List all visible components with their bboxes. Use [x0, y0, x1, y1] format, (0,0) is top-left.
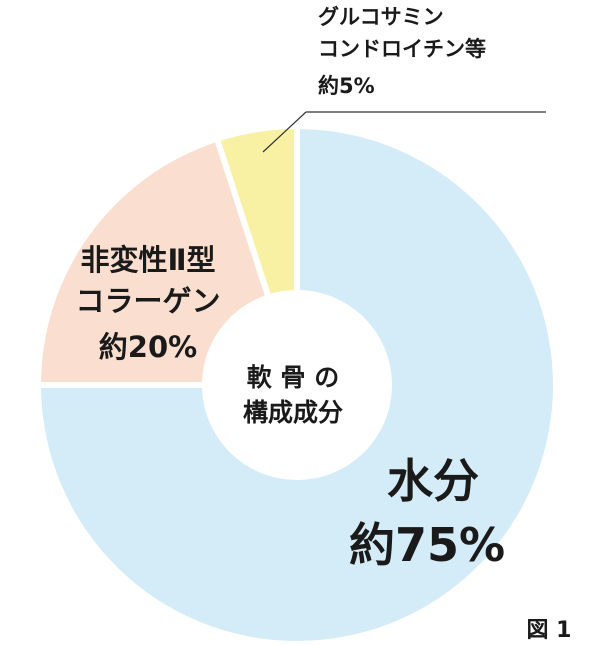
slice-label-glucosamine: グルコサミン コンドロイチン等 約5% — [318, 5, 486, 98]
center-label-line-2: 構成成分 — [243, 398, 343, 427]
slice-collagen — [41, 142, 265, 383]
slice-label-collagen-line-3: 約20% — [99, 330, 197, 364]
leader-line — [262, 111, 307, 153]
slice-label-collagen-line-2: コラーゲン — [75, 284, 220, 318]
slice-label-collagen: 非変性Ⅱ型 コラーゲン 約20% — [75, 243, 220, 364]
slice-label-glucosamine-line-1: グルコサミン — [318, 5, 444, 29]
slice-label-glucosamine-line-3: 約5% — [318, 74, 375, 98]
slice-water — [41, 129, 553, 641]
slice-glucosamine — [220, 129, 295, 294]
slice-label-water-line-2: 約75% — [349, 518, 505, 572]
center-label-line-1: 軟 骨 の — [247, 363, 339, 392]
figure-label: 図 1 — [527, 618, 572, 643]
center-label: 軟 骨 の 構成成分 — [243, 363, 343, 427]
donut-slices — [41, 129, 553, 641]
slice-label-glucosamine-line-2: コンドロイチン等 — [318, 37, 486, 61]
slice-label-water: 水分 約75% — [349, 454, 505, 572]
slice-label-collagen-line-1: 非変性Ⅱ型 — [80, 243, 215, 277]
slice-label-water-line-1: 水分 — [387, 454, 479, 508]
